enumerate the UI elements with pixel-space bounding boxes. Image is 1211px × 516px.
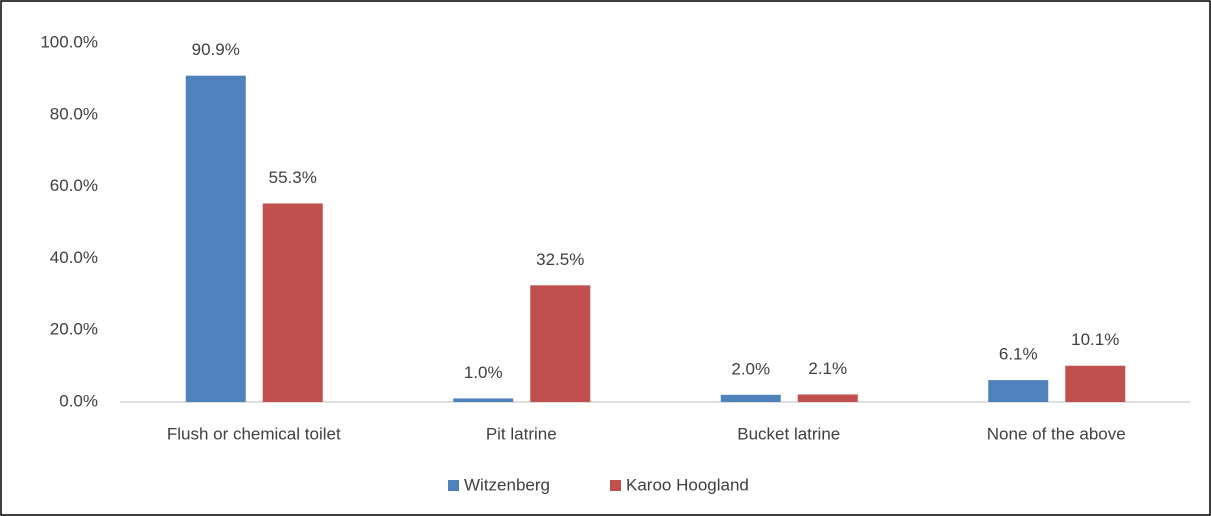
data-label: 2.0% [731, 359, 770, 378]
bar [988, 380, 1049, 402]
bar [720, 394, 781, 402]
data-label: 55.3% [269, 168, 317, 187]
y-tick-label: 60.0% [50, 176, 98, 195]
y-tick-label: 100.0% [40, 32, 98, 51]
y-tick-label: 40.0% [50, 248, 98, 267]
bar [185, 75, 246, 402]
bar [797, 394, 858, 402]
data-label: 1.0% [464, 363, 503, 382]
data-label: 32.5% [536, 250, 584, 269]
data-label: 90.9% [192, 40, 240, 59]
x-tick-label: Flush or chemical toilet [167, 424, 341, 443]
y-tick-label: 20.0% [50, 320, 98, 339]
legend-label: Karoo Hoogland [626, 475, 749, 494]
y-tick-label: 80.0% [50, 104, 98, 123]
data-label: 2.1% [808, 359, 847, 378]
y-tick-label: 0.0% [59, 391, 98, 410]
legend-swatch [610, 480, 621, 491]
x-tick-label: Bucket latrine [737, 424, 840, 443]
bar [453, 398, 514, 402]
legend-label: Witzenberg [464, 475, 550, 494]
x-tick-label: Pit latrine [486, 424, 557, 443]
bar [262, 203, 323, 402]
legend-swatch [448, 480, 459, 491]
bar [530, 285, 591, 402]
x-tick-label: None of the above [987, 424, 1126, 443]
bar [1065, 365, 1126, 402]
data-label: 10.1% [1071, 330, 1119, 349]
data-label: 6.1% [999, 345, 1038, 364]
